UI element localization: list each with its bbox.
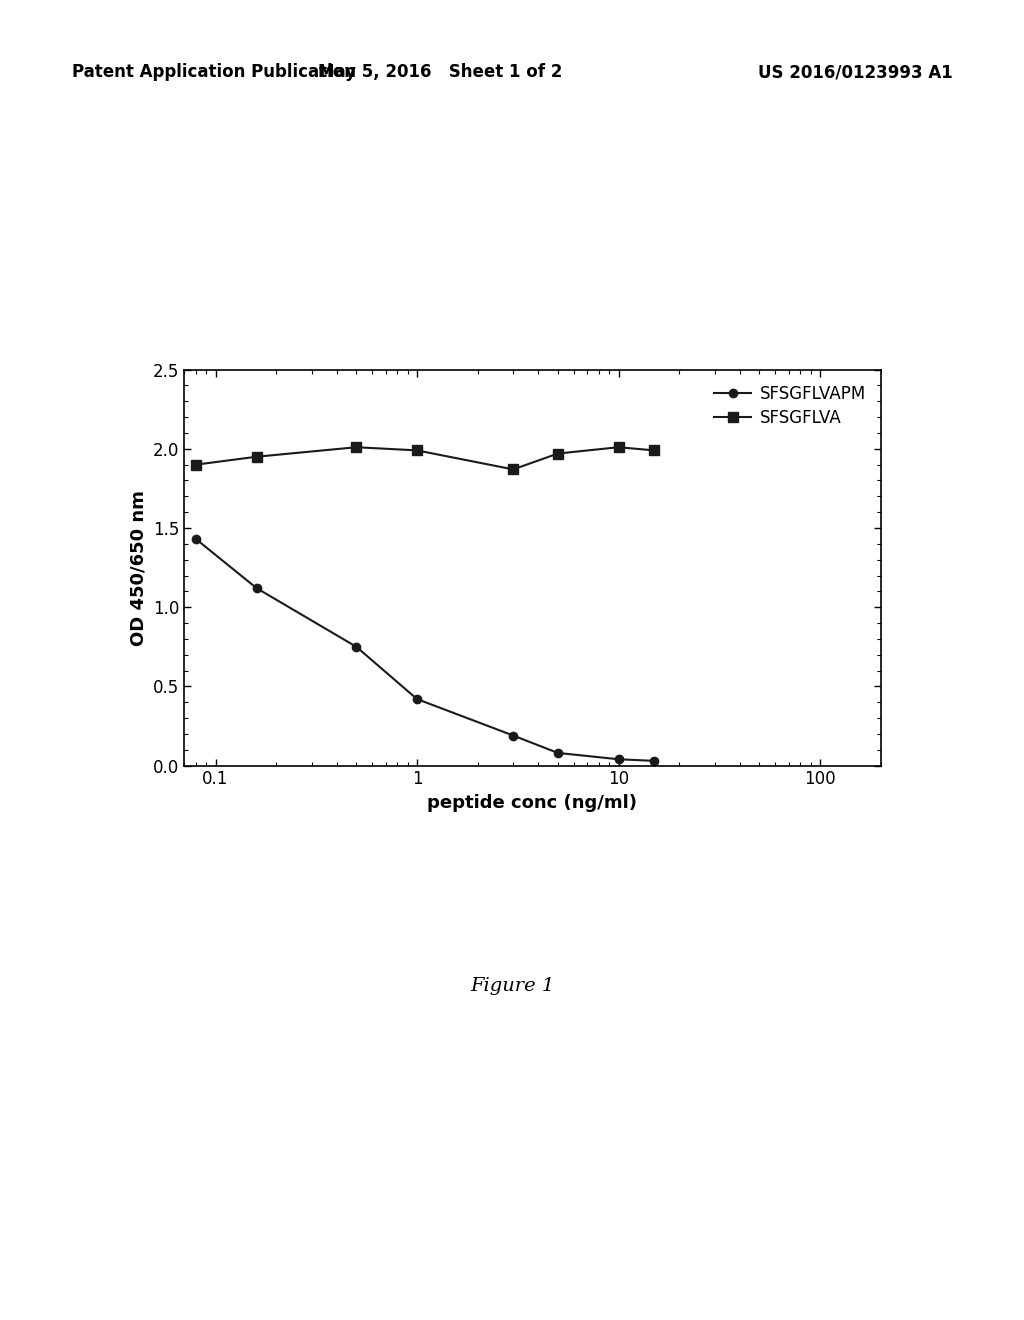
SFSGFLVAPM [612,751,625,767]
SFSGFLVA [612,440,625,455]
SFSGFLVA [411,442,423,458]
SFSGFLVAPM [552,744,564,760]
Y-axis label: OD 450/650 nm: OD 450/650 nm [129,490,147,645]
SFSGFLVAPM [411,692,423,708]
SFSGFLVA [251,449,263,465]
Line: SFSGFLVAPM: SFSGFLVAPM [191,535,658,766]
SFSGFLVAPM [251,581,263,597]
Line: SFSGFLVA: SFSGFLVA [191,442,658,474]
Text: US 2016/0123993 A1: US 2016/0123993 A1 [758,63,952,82]
X-axis label: peptide conc (ng/ml): peptide conc (ng/ml) [427,795,638,812]
SFSGFLVA [507,462,519,478]
Text: Patent Application Publication: Patent Application Publication [72,63,355,82]
SFSGFLVA [189,457,202,473]
Text: Figure 1: Figure 1 [470,977,554,995]
Legend: SFSGFLVAPM, SFSGFLVA: SFSGFLVAPM, SFSGFLVA [708,378,872,434]
SFSGFLVA [552,446,564,462]
SFSGFLVA [350,440,362,455]
SFSGFLVAPM [507,727,519,743]
SFSGFLVAPM [350,639,362,655]
SFSGFLVAPM [189,531,202,546]
Text: May 5, 2016   Sheet 1 of 2: May 5, 2016 Sheet 1 of 2 [318,63,562,82]
SFSGFLVAPM [648,752,660,768]
SFSGFLVA [648,442,660,458]
